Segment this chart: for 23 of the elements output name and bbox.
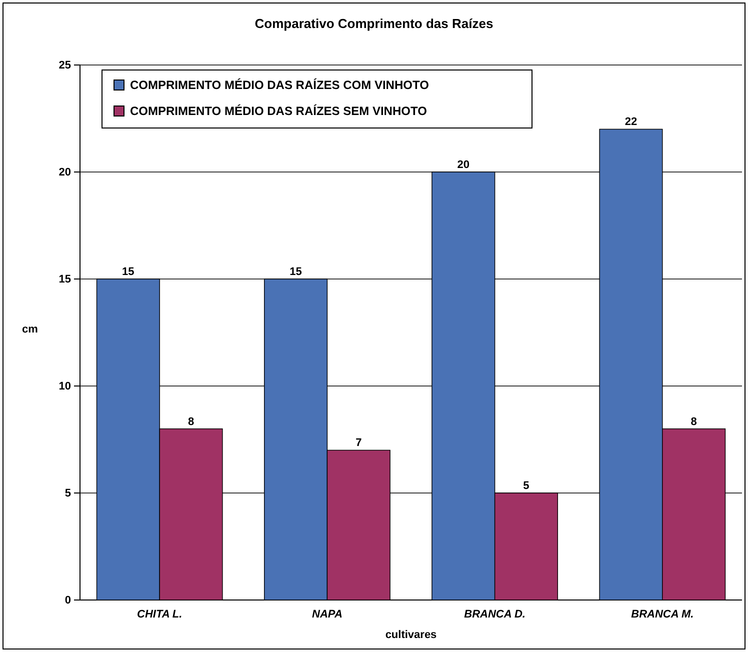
x-axis-title: cultivares xyxy=(385,629,437,641)
data-label: 22 xyxy=(624,116,638,128)
data-label: 8 xyxy=(188,416,194,428)
y-tick-label: 0 xyxy=(64,594,71,607)
y-tick-label: 25 xyxy=(58,60,71,72)
x-tick-label: BRANCA M. xyxy=(631,608,694,620)
data-label: 15 xyxy=(122,266,134,278)
data-label: 8 xyxy=(690,416,697,428)
data-label: 5 xyxy=(523,480,530,492)
x-tick-label: BRANCA D. xyxy=(464,608,526,620)
data-label: 15 xyxy=(290,266,302,278)
y-axis-title: cm xyxy=(22,324,38,336)
data-label: 20 xyxy=(457,159,470,171)
y-tick-label: 10 xyxy=(58,380,71,393)
legend-label: COMPRIMENTO MÉDIO DAS RAÍZES SEM VINHOTO xyxy=(130,104,427,118)
x-tick-label: CHITA L. xyxy=(137,608,182,620)
legend-label: COMPRIMENTO MÉDIO DAS RAÍZES COM VINHOTO xyxy=(130,78,429,92)
data-label: 7 xyxy=(356,437,362,450)
chart-title: Comparativo Comprimento das Raízes xyxy=(254,16,494,31)
y-tick-label: 20 xyxy=(58,166,71,179)
y-tick-label: 5 xyxy=(64,488,71,500)
y-tick-label: 15 xyxy=(58,274,71,286)
x-tick-label: NAPA xyxy=(312,608,342,620)
